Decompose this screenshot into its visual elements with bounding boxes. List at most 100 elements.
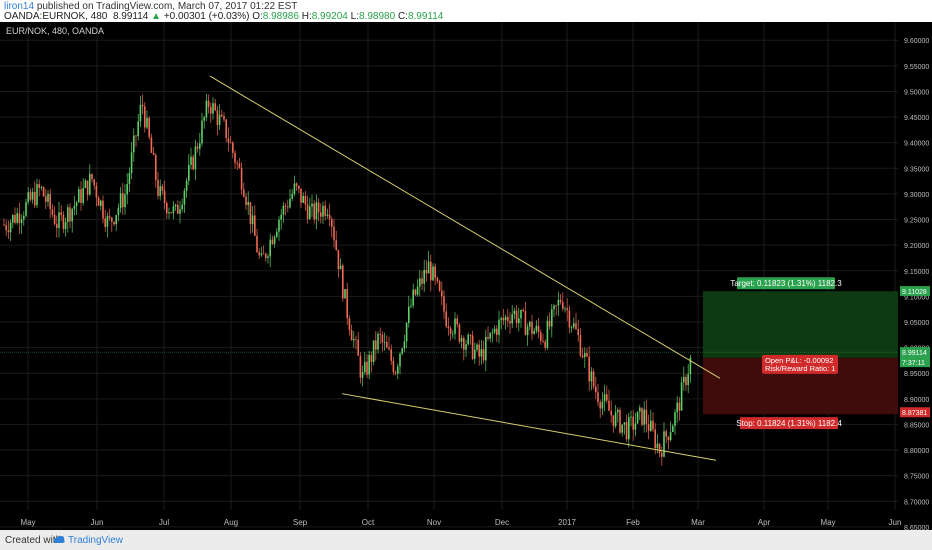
- candle-body: [42, 187, 45, 197]
- price-chart[interactable]: Target: 0.11823 (1.31%) 1182.3 Stop: 0.11…: [0, 22, 932, 530]
- candle-body: [113, 221, 115, 225]
- candle-body: [658, 443, 661, 453]
- candle-body: [359, 355, 362, 378]
- candle-body: [456, 318, 458, 325]
- candle-body: [511, 314, 513, 324]
- candle-body: [685, 376, 687, 386]
- candle-body: [333, 226, 335, 241]
- candle-body: [280, 214, 282, 220]
- candle-body: [507, 316, 509, 321]
- candle-body: [634, 423, 637, 430]
- author-link[interactable]: liron14: [4, 1, 35, 12]
- candle-body: [104, 218, 106, 227]
- candle-body: [350, 330, 353, 341]
- candle-body: [232, 142, 234, 153]
- candle-body: [337, 249, 340, 270]
- candle-body: [480, 349, 483, 357]
- candle-body: [60, 212, 62, 215]
- candle-body: [271, 239, 274, 244]
- candle-body: [278, 219, 280, 232]
- candle-body: [458, 324, 461, 342]
- candle-body: [416, 286, 419, 295]
- candlestick-series: [3, 93, 692, 466]
- x-tick-label: Dec: [495, 518, 509, 527]
- candle-body: [401, 348, 403, 354]
- candle-body: [315, 202, 318, 220]
- candle-body: [467, 334, 469, 345]
- candle-body: [166, 202, 168, 214]
- candle-body: [71, 208, 73, 222]
- candle-body: [82, 187, 84, 203]
- x-tick-label: Jul: [159, 518, 169, 527]
- candle-body: [152, 152, 155, 155]
- tradingview-logo-icon[interactable]: [52, 534, 66, 545]
- candle-body: [53, 214, 56, 225]
- chart-area[interactable]: Target: 0.11823 (1.31%) 1182.3 Stop: 0.11…: [0, 22, 932, 530]
- candle-body: [328, 214, 331, 220]
- candle-body: [300, 188, 302, 203]
- candle-body: [529, 321, 531, 327]
- candle-body: [630, 416, 632, 418]
- candle-body: [348, 318, 351, 331]
- candle-body: [465, 344, 467, 350]
- candle-body: [163, 190, 166, 203]
- y-tick-label: 9.15000: [904, 269, 929, 276]
- candle-body: [205, 100, 208, 118]
- candle-body: [540, 332, 542, 341]
- candle-body: [47, 193, 49, 202]
- candle-body: [493, 328, 496, 333]
- candle-body: [414, 289, 417, 295]
- candle-body: [216, 110, 219, 125]
- candle-body: [592, 371, 595, 387]
- candle-body: [133, 135, 135, 153]
- price-axis-bg: [898, 22, 932, 530]
- candle-body: [449, 328, 452, 334]
- candle-body: [581, 355, 584, 358]
- candle-body: [117, 207, 120, 216]
- candle-body: [14, 214, 16, 223]
- candle-body: [302, 195, 304, 203]
- candle-body: [174, 204, 177, 207]
- candle-body: [650, 420, 652, 431]
- candle-body: [427, 261, 430, 274]
- candle-body: [544, 341, 546, 348]
- y-tick-label: 9.20000: [904, 243, 929, 250]
- candle-body: [309, 206, 311, 219]
- candle-body: [258, 252, 260, 256]
- tradingview-brand[interactable]: TradingView: [68, 535, 124, 546]
- candle-body: [377, 333, 379, 350]
- y-tick-label: 8.90000: [904, 397, 929, 404]
- candle-body: [535, 325, 538, 331]
- candle-body: [403, 341, 406, 349]
- candle-body: [245, 196, 247, 206]
- footer: Created with TradingView: [0, 530, 932, 550]
- symbol-label: OANDA:EURNOK, 480: [4, 11, 108, 22]
- candle-body: [229, 142, 232, 144]
- high-label: H:: [301, 11, 312, 22]
- candle-body: [353, 339, 355, 341]
- candle-body: [40, 187, 43, 188]
- candle-body: [597, 392, 599, 403]
- candle-body: [546, 320, 549, 348]
- open-label: O:: [252, 11, 263, 22]
- candle-body: [240, 167, 243, 190]
- candle-body: [95, 185, 98, 198]
- stop-label-bg: [740, 417, 838, 430]
- candle-body: [207, 100, 210, 107]
- candle-body: [238, 163, 241, 168]
- candle-body: [276, 231, 278, 237]
- candle-body: [625, 422, 628, 440]
- candle-body: [73, 205, 76, 209]
- candle-body: [51, 209, 54, 215]
- candle-body: [141, 104, 144, 107]
- candle-body: [430, 261, 432, 281]
- candle-body: [108, 216, 111, 218]
- up-arrow-icon: ▲: [151, 11, 162, 22]
- candle-body: [150, 137, 153, 153]
- candle-body: [7, 230, 10, 233]
- candle-body: [498, 319, 500, 335]
- open-value: 8.98986: [262, 11, 299, 22]
- candle-body: [289, 198, 291, 208]
- candle-body: [643, 409, 645, 425]
- candle-body: [260, 253, 263, 256]
